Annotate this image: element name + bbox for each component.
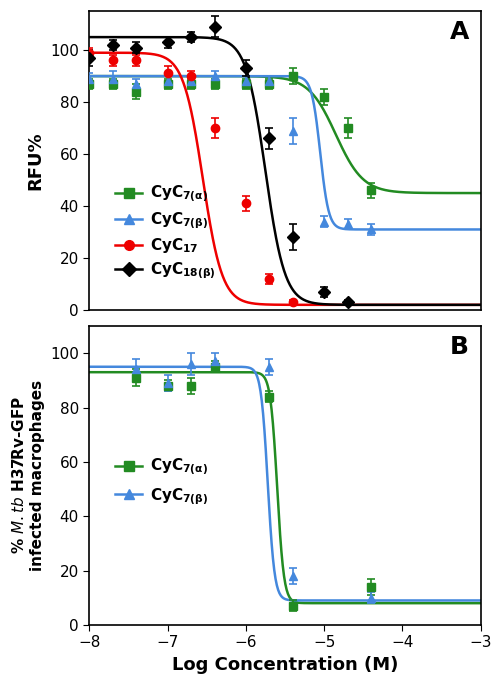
X-axis label: Log Concentration (M): Log Concentration (M)	[172, 656, 398, 674]
Legend: $\mathbf{CyC}$$\mathbf{_{7(\alpha)}}$, $\mathbf{CyC}$$\mathbf{_{7(\beta)}}$: $\mathbf{CyC}$$\mathbf{_{7(\alpha)}}$, $…	[109, 451, 214, 512]
Y-axis label: % $\it{M. tb}$ H37Rv-GFP
infected macrophages: % $\it{M. tb}$ H37Rv-GFP infected macrop…	[11, 380, 44, 571]
Text: A: A	[450, 20, 469, 44]
Text: B: B	[450, 335, 469, 359]
Y-axis label: RFU%: RFU%	[27, 132, 44, 190]
Legend: $\mathbf{CyC}$$\mathbf{_{7(\alpha)}}$, $\mathbf{CyC}$$\mathbf{_{7(\beta)}}$, $\m: $\mathbf{CyC}$$\mathbf{_{7(\alpha)}}$, $…	[109, 177, 222, 288]
